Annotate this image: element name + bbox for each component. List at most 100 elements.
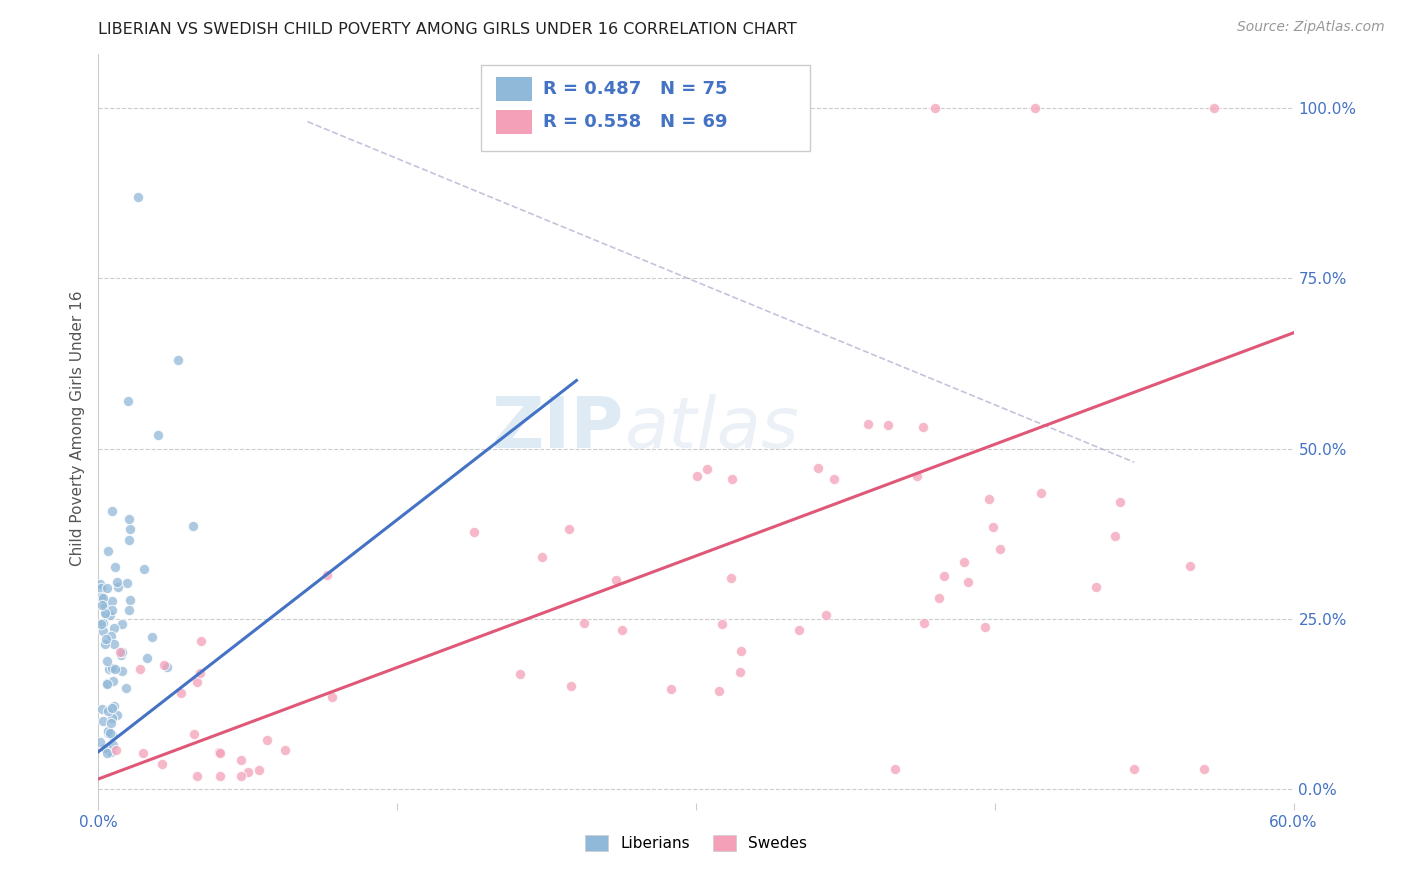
Point	[96, 724, 118, 739]
Point	[101, 739, 124, 753]
Point	[884, 762, 907, 776]
Point	[181, 519, 204, 533]
Point	[104, 559, 127, 574]
Point	[209, 746, 232, 760]
Point	[141, 630, 163, 644]
Point	[730, 643, 752, 657]
Point	[101, 661, 124, 675]
Y-axis label: Child Poverty Among Girls Under 16: Child Poverty Among Girls Under 16	[69, 291, 84, 566]
Point	[100, 711, 122, 725]
Point	[100, 716, 122, 731]
Point	[256, 733, 278, 747]
Point	[100, 629, 122, 643]
Point	[108, 645, 131, 659]
Point	[707, 684, 730, 698]
Point	[463, 525, 485, 540]
Point	[156, 660, 179, 674]
Point	[132, 746, 155, 760]
Point	[981, 519, 1004, 533]
Point	[105, 743, 128, 757]
Point	[823, 472, 845, 486]
Point	[953, 556, 976, 570]
Point	[720, 571, 742, 585]
Text: atlas: atlas	[624, 393, 799, 463]
Point	[1192, 762, 1215, 776]
Point	[932, 569, 955, 583]
Text: Source: ZipAtlas.com: Source: ZipAtlas.com	[1237, 20, 1385, 34]
Point	[107, 580, 129, 594]
Point	[98, 608, 121, 623]
Point	[118, 522, 141, 536]
Point	[115, 576, 138, 591]
Point	[105, 575, 128, 590]
Point	[1109, 495, 1132, 509]
Point	[120, 592, 142, 607]
Legend: Liberians, Swedes: Liberians, Swedes	[585, 836, 807, 851]
Point	[572, 616, 595, 631]
Point	[924, 101, 946, 115]
Point	[96, 654, 118, 668]
Point	[912, 419, 935, 434]
Point	[730, 665, 752, 680]
Point	[100, 602, 122, 616]
Point	[90, 581, 112, 595]
Point	[148, 428, 170, 442]
Point	[565, 121, 588, 136]
Point	[90, 616, 112, 631]
Point	[558, 522, 581, 536]
FancyBboxPatch shape	[496, 77, 533, 101]
Point	[1202, 101, 1225, 115]
Point	[1024, 101, 1046, 115]
Point	[509, 667, 531, 681]
Point	[988, 542, 1011, 557]
Point	[229, 753, 252, 767]
Point	[170, 686, 193, 700]
Point	[686, 469, 709, 483]
Point	[247, 764, 270, 778]
Point	[96, 581, 118, 595]
Point	[111, 645, 134, 659]
Point	[104, 662, 127, 676]
Point	[183, 727, 205, 741]
Point	[93, 599, 115, 613]
Point	[129, 662, 152, 676]
Point	[101, 700, 124, 714]
Point	[856, 417, 879, 431]
Point	[785, 101, 807, 115]
Point	[1178, 559, 1201, 574]
Point	[97, 726, 120, 740]
Point	[560, 679, 582, 693]
Point	[90, 598, 112, 612]
Point	[97, 704, 120, 718]
Point	[274, 743, 297, 757]
Point	[1104, 529, 1126, 543]
Point	[94, 637, 117, 651]
Point	[188, 665, 211, 680]
Text: ZIP: ZIP	[492, 393, 624, 463]
Point	[957, 574, 980, 589]
Point	[127, 189, 149, 203]
Point	[236, 765, 259, 780]
Point	[90, 590, 112, 604]
Point	[93, 741, 115, 756]
Point	[815, 608, 838, 623]
Point	[316, 567, 339, 582]
Point	[152, 658, 174, 673]
Point	[661, 681, 683, 696]
Point	[1123, 762, 1146, 776]
Point	[94, 632, 117, 646]
Point	[135, 651, 157, 665]
Point	[720, 472, 742, 486]
Point	[96, 676, 118, 690]
Text: LIBERIAN VS SWEDISH CHILD POVERTY AMONG GIRLS UNDER 16 CORRELATION CHART: LIBERIAN VS SWEDISH CHILD POVERTY AMONG …	[98, 22, 797, 37]
Point	[928, 591, 950, 605]
Point	[905, 469, 928, 483]
Point	[787, 623, 810, 637]
Point	[208, 768, 231, 782]
Text: R = 0.487   N = 75: R = 0.487 N = 75	[543, 79, 727, 98]
Point	[101, 504, 124, 518]
Point	[696, 462, 718, 476]
Text: R = 0.558   N = 69: R = 0.558 N = 69	[543, 112, 727, 131]
Point	[117, 393, 139, 408]
Point	[110, 648, 132, 662]
